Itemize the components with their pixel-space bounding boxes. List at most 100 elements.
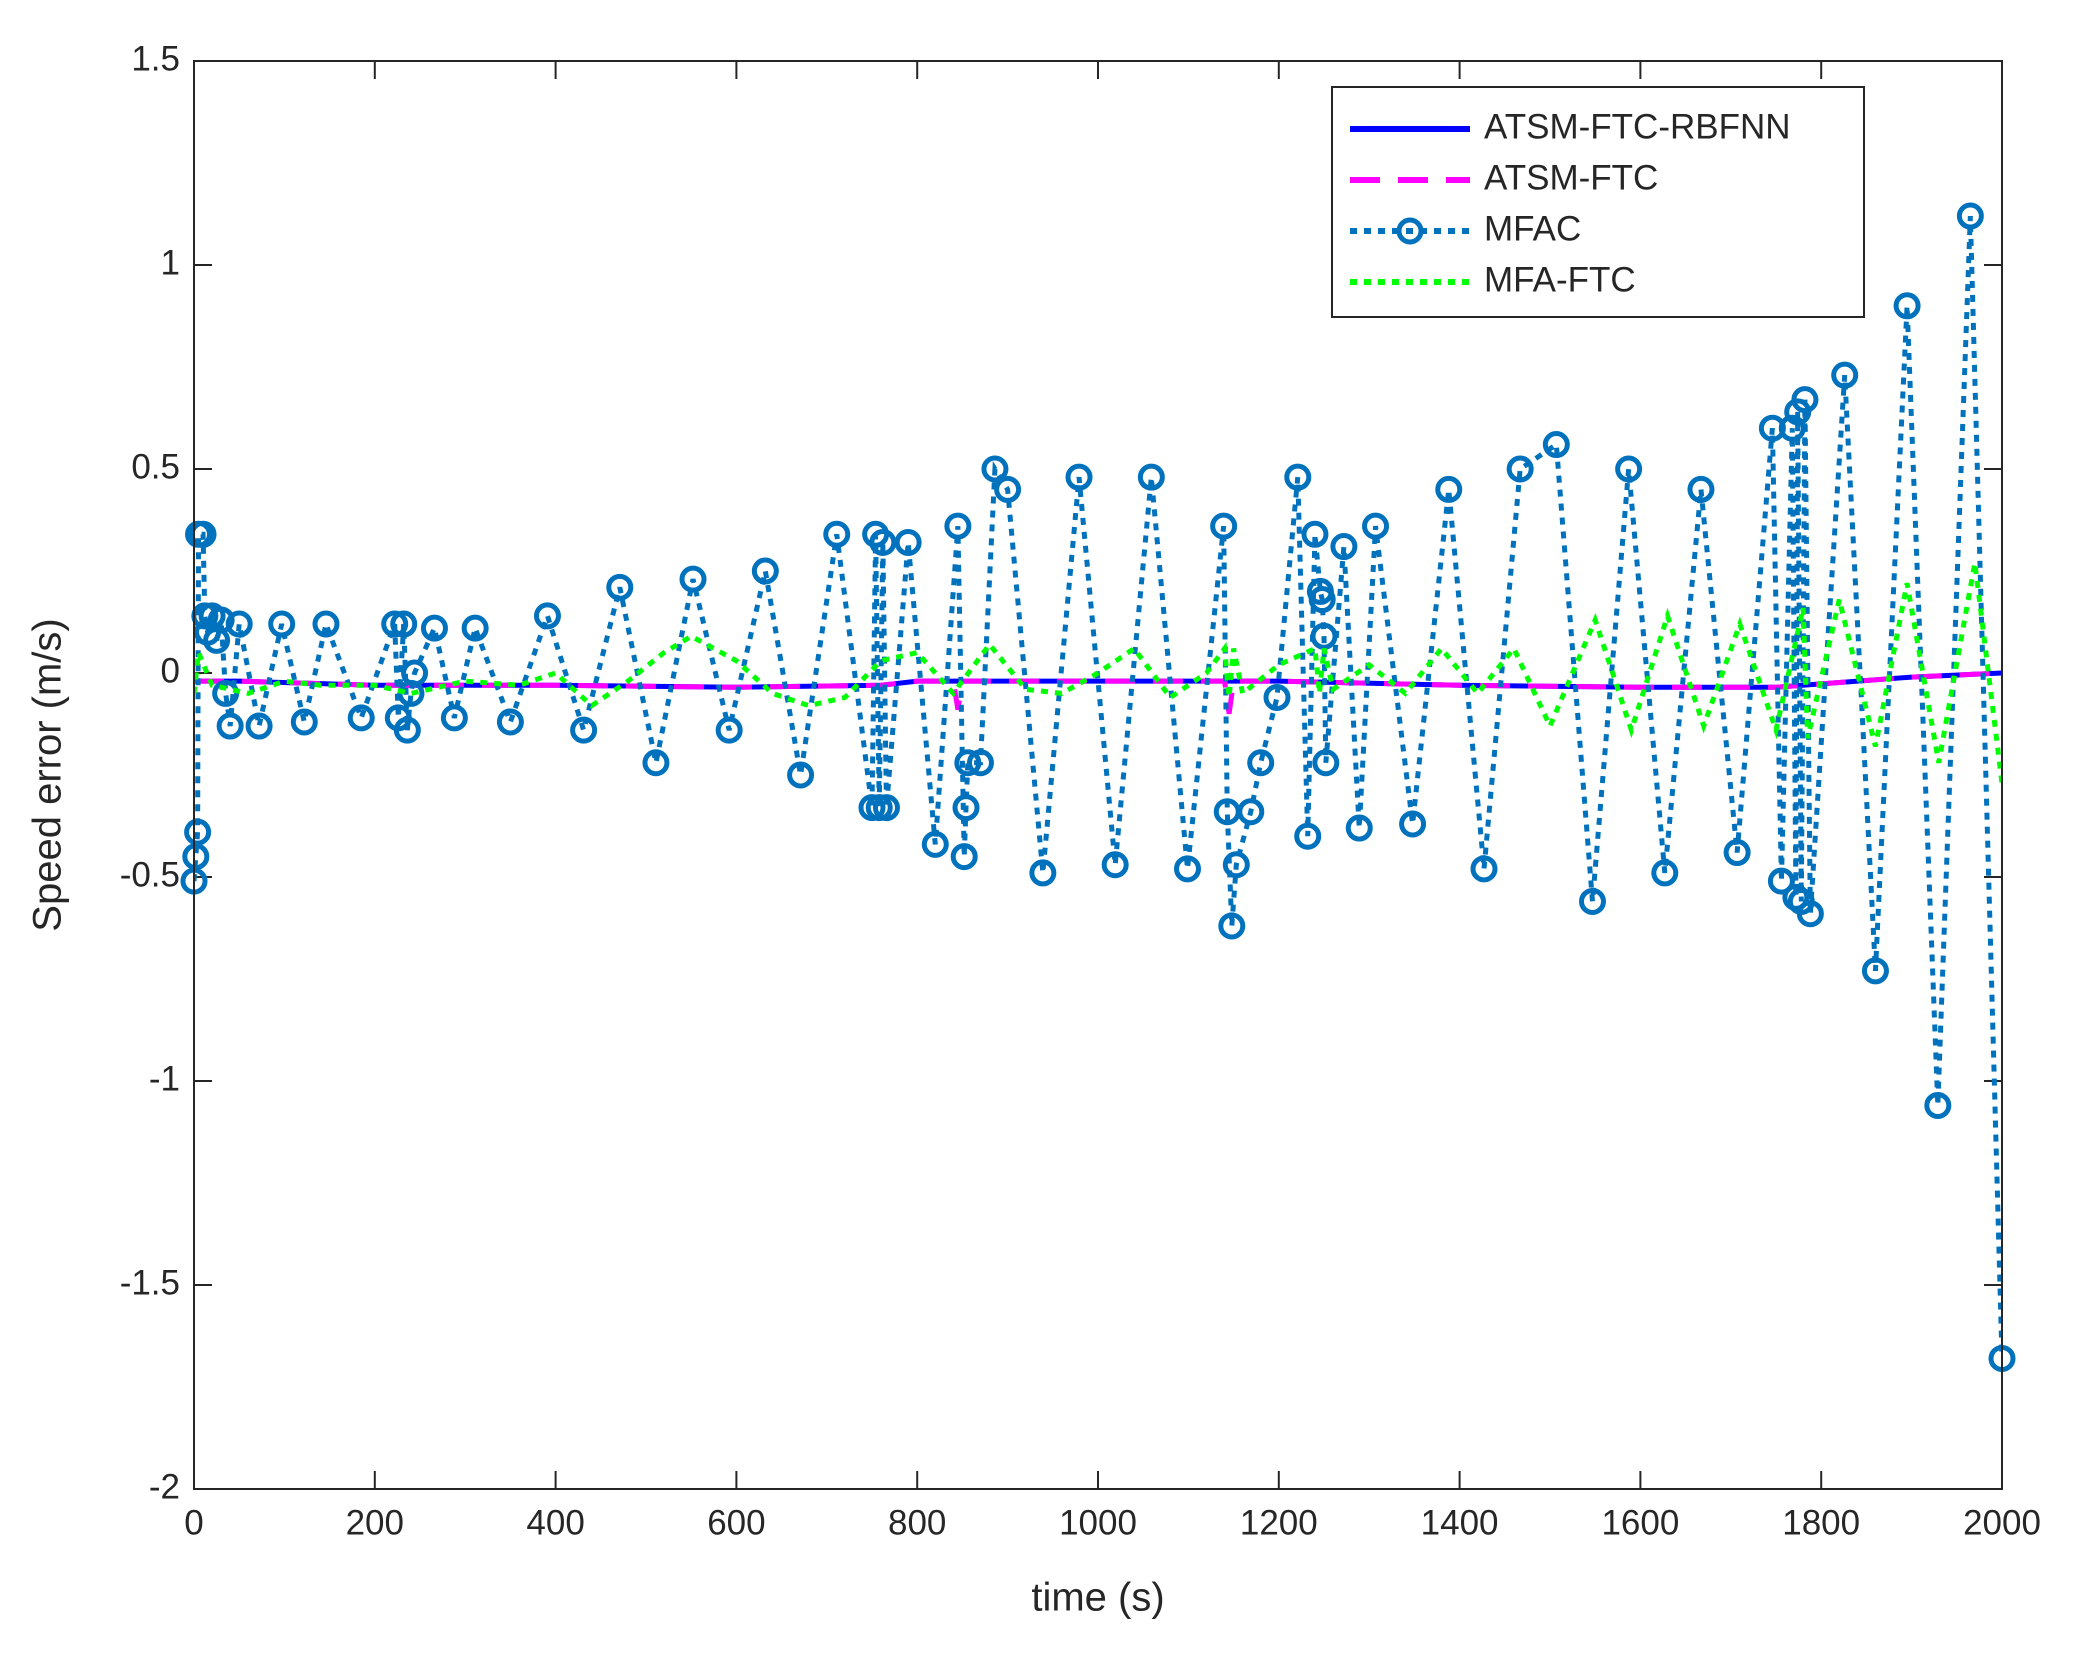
x-tick-label: 600 [707,1503,765,1542]
series-marker [1723,839,1751,867]
series-marker [642,749,670,777]
x-tick-label: 1800 [1782,1503,1860,1542]
y-tick-label: 1.5 [131,39,180,78]
x-tick-label: 1600 [1601,1503,1679,1542]
series-marker [1210,512,1238,540]
series-marker [1470,855,1498,883]
series-marker [1767,867,1795,895]
series-marker [347,704,375,732]
legend-label: MFA-FTC [1484,260,1636,299]
series-marker [981,455,1009,483]
series-marker [189,520,217,548]
series-marker [1778,414,1806,442]
series-marker [1308,586,1336,614]
series-marker [1687,475,1715,503]
series-marker [1101,851,1129,879]
series-marker [950,843,978,871]
series-marker [1956,202,1984,230]
series-marker [1831,361,1859,389]
series-marker [921,830,949,858]
series-marker [1218,912,1246,940]
series-marker [606,573,634,601]
series-marker [944,512,972,540]
series-marker [225,610,253,638]
series-marker [966,749,994,777]
series-marker [533,602,561,630]
series-marker [1893,292,1921,320]
y-tick-label: -1 [149,1059,180,1098]
series-marker [1615,455,1643,483]
series-marker [312,610,340,638]
series-marker [1651,859,1679,887]
series-marker [1173,855,1201,883]
series-marker [1542,431,1570,459]
y-tick-label: 1 [161,243,180,282]
series-marker [1222,851,1250,879]
x-tick-label: 800 [888,1503,946,1542]
series-marker [869,528,897,556]
series-marker [952,794,980,822]
series-marker [894,528,922,556]
y-tick-label: 0.5 [131,447,180,486]
legend-marker [1396,217,1424,245]
y-tick-label: -1.5 [120,1263,180,1302]
series-marker [1330,533,1358,561]
legend-label: ATSM-FTC-RBFNN [1484,107,1791,146]
series-marker [715,716,743,744]
series-marker [184,818,212,846]
series-marker [1399,810,1427,838]
x-tick-label: 1400 [1421,1503,1499,1542]
x-tick-label: 400 [526,1503,584,1542]
series-marker [570,716,598,744]
series-marker [1294,822,1322,850]
series-marker [290,708,318,736]
series-marker [872,794,900,822]
series-marker [496,708,524,736]
series-marker [1791,386,1819,414]
series-marker [461,614,489,642]
y-tick-label: -2 [149,1467,180,1506]
series-marker [401,659,429,687]
series-line [194,670,2002,715]
series-marker [1796,900,1824,928]
series-marker [1312,749,1340,777]
series-marker [1237,798,1265,826]
series-marker [954,749,982,777]
y-tick-label: -0.5 [120,855,180,894]
series-marker [268,610,296,638]
series-marker [1435,475,1463,503]
series-marker [751,557,779,585]
x-tick-label: 1000 [1059,1503,1137,1542]
series-marker [440,704,468,732]
series-marker [1924,1091,1952,1119]
series-marker [245,712,273,740]
series-marker [1506,455,1534,483]
x-tick-label: 0 [184,1503,203,1542]
series-marker [212,679,240,707]
series-marker [1345,814,1373,842]
series-marker [1137,463,1165,491]
plot-frame [193,60,2003,1490]
series-marker [994,475,1022,503]
series-marker [679,565,707,593]
series-marker [1578,887,1606,915]
x-axis-label: time (s) [1031,1576,1164,1620]
series-marker [207,606,235,634]
legend-box [1331,86,1865,318]
x-tick-label: 200 [346,1503,404,1542]
y-axis-label: Speed error (m/s) [26,618,70,931]
series-marker [1310,622,1338,650]
series-marker [1065,463,1093,491]
series-marker [393,716,421,744]
series-marker [216,712,244,740]
series-marker [1263,683,1291,711]
series-marker [1029,859,1057,887]
series-marker [1284,463,1312,491]
series-marker [1301,520,1329,548]
legend-label: ATSM-FTC [1484,158,1658,197]
legend-label: MFAC [1484,209,1581,248]
series-marker [1362,512,1390,540]
series-marker [182,843,210,871]
y-tick-label: 0 [161,651,180,690]
